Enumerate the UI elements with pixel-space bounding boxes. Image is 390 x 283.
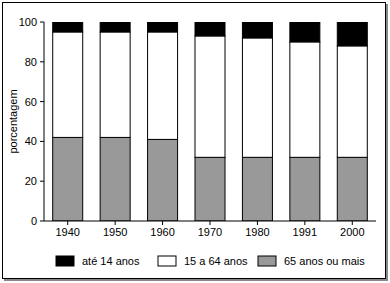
legend-swatch [258, 256, 276, 266]
y-tick [40, 221, 44, 222]
legend-label: 15 a 64 anos [184, 255, 248, 267]
y-tick-label: 20 [25, 175, 37, 187]
x-tick [304, 221, 305, 225]
bar-segment [242, 22, 272, 38]
x-tick-label: 1970 [198, 226, 222, 238]
bar-segment [290, 42, 320, 157]
x-tick [257, 221, 258, 225]
x-tick-label: 1960 [150, 226, 174, 238]
y-tick [40, 22, 44, 23]
y-tick [40, 141, 44, 142]
bar-segment [290, 157, 320, 221]
y-tick [40, 181, 44, 182]
y-tick-label: 100 [19, 16, 37, 28]
x-tick-label: 1940 [55, 226, 79, 238]
y-tick-label: 80 [25, 56, 37, 68]
x-tick-label: 1950 [103, 226, 127, 238]
bar-segment [242, 38, 272, 157]
y-tick [40, 101, 44, 102]
x-tick [210, 221, 211, 225]
y-tick-label: 0 [31, 215, 37, 227]
bar-segment [290, 22, 320, 42]
x-tick-label: 2000 [340, 226, 364, 238]
y-tick-label: 60 [25, 96, 37, 108]
x-tick-label: 1980 [245, 226, 269, 238]
chart: porcentagem 0 20 40 60 80 100 1940 1950 1960 1970 1… [0, 0, 390, 283]
y-tick-label: 40 [25, 135, 37, 147]
legend-swatch [56, 256, 74, 266]
bar-segment [195, 157, 225, 221]
y-axis-label: porcentagem [7, 89, 19, 153]
bar-segment [337, 157, 367, 221]
bar-segment [100, 32, 130, 137]
bar-segment [100, 137, 130, 221]
bar-segment [337, 22, 367, 46]
bar-segment [195, 22, 225, 36]
bars [53, 22, 368, 221]
x-tick [67, 221, 68, 225]
bar-segment [242, 157, 272, 221]
bar-segment [148, 22, 178, 32]
x-tick-label: 1991 [293, 226, 317, 238]
x-tick [352, 221, 353, 225]
y-axis [44, 22, 45, 221]
y-tick [40, 61, 44, 62]
x-tick [115, 221, 116, 225]
bar-segment [100, 22, 130, 32]
bar-segment [148, 139, 178, 221]
legend-swatch [158, 256, 176, 266]
legend-label: 65 anos ou mais [284, 255, 365, 267]
x-tick [162, 221, 163, 225]
bar-segment [53, 137, 83, 221]
legend-label: até 14 anos [82, 255, 140, 267]
bar-segment [195, 36, 225, 157]
bar-segment [53, 22, 83, 32]
bar-segment [337, 46, 367, 157]
bar-segment [148, 32, 178, 139]
bar-segment [53, 32, 83, 137]
